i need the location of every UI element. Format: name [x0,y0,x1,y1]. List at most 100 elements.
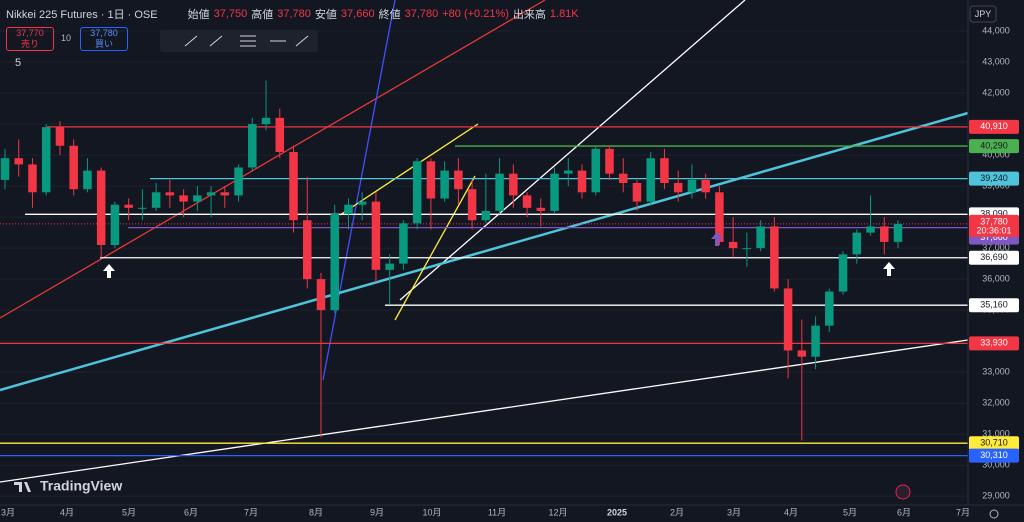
x-tick-label: 12月 [548,507,567,517]
x-tick-label: 6月 [184,507,198,517]
candle-body [193,195,202,202]
currency[interactable]: JPY [975,9,992,19]
candle-body [440,170,449,199]
candle-body [701,179,710,193]
candle-body [825,291,834,326]
arrows [103,232,895,278]
high-label: 高値 [251,9,274,21]
x-tick-label: 3月 [1,507,15,517]
settings-icon[interactable] [989,509,999,519]
y-tick-label: 37,000 [982,242,1010,252]
candle-body [880,226,889,242]
low-label: 安値 [314,9,337,21]
candle-body [715,192,724,242]
close-label: 終値 [378,9,401,21]
candle-body [577,170,587,193]
alert-icon[interactable] [895,484,911,500]
candle-body [302,220,312,280]
price-label: 38,090 [980,209,1008,219]
candle-body [289,151,298,221]
candle-body [646,158,655,202]
candle-body [344,204,353,215]
candle-body [96,170,106,246]
candle-body [28,164,37,193]
y-tick-label: 30,000 [982,460,1010,470]
price-label-box [969,139,1019,154]
y-tick-label: 31,000 [982,429,1010,439]
price-label-box [969,119,1019,134]
candle-body [866,226,875,233]
candle-body [797,350,807,357]
candle-body [550,173,559,211]
candle-body [454,170,463,190]
price-label: 30,310 [980,450,1008,460]
y-tick-label: 32,000 [982,398,1010,408]
candle-body [412,161,422,224]
qty: 10 [60,33,71,43]
price-label: 39,240 [980,173,1008,183]
axis-labels: 44,00043,00042,00041,00040,00039,00038,0… [1,25,1019,517]
candle-body [357,201,367,205]
x-tick-label: 11月 [488,507,506,517]
candle-body [838,254,848,292]
candle-body [316,279,326,311]
trend-line [0,0,546,319]
y-tick-label: 42,000 [982,87,1010,97]
candle-body [261,117,271,125]
candle-body [248,124,257,168]
candle-body [770,226,779,289]
candle-body [536,207,546,211]
indicator-count[interactable]: 5 [14,57,22,69]
levels [0,126,968,457]
candle-body [605,148,614,174]
candle-body [728,241,738,249]
candle-body [14,158,23,165]
x-tick-label: 5月 [122,507,136,517]
y-tick-label: 36,000 [982,274,1010,284]
volume-label: 出来高 [512,9,546,21]
y-tick-label: 33,000 [982,367,1010,377]
volume: 1.81K [549,8,579,20]
candle-body [495,173,504,211]
candle-body [69,145,78,190]
y-tick-label: 43,000 [982,56,1010,66]
price-label-box [969,250,1019,265]
trend-line [394,175,476,321]
x-tick-label: 3月 [727,507,741,517]
candle-body [811,325,820,357]
candle-body [234,167,243,196]
candle-body [591,148,601,193]
candle-body [893,223,903,242]
candle-body [399,223,408,264]
x-tick-label: 9月 [370,507,384,517]
toolbar-icons[interactable] [184,35,309,47]
trend-line [0,339,969,483]
candle-body [371,201,381,270]
sell-label: 売り [20,39,39,49]
change: +80 (+0.21%) [442,8,509,20]
candle-body [220,192,230,196]
price-label: 35,160 [980,300,1008,310]
price-label: 36,690 [980,252,1008,262]
price-label-box [969,448,1019,463]
candle-body [481,210,491,221]
price-label-box [969,214,1019,237]
candle-body [124,204,133,208]
candle-body [509,173,518,196]
currency-box[interactable] [969,5,997,23]
brand: TradingView [40,478,122,494]
x-tick-label: 2月 [670,507,684,517]
price-label: 37,660 [980,232,1008,242]
symbol[interactable]: Nikkei 225 Futures · 1日 · OSE [6,9,158,21]
sell-price: 37,770 [16,28,44,38]
open-label: 始値 [187,9,210,21]
drawings [0,0,969,483]
candle-body [165,192,175,196]
price-label-box [969,171,1019,186]
candle-body [426,161,436,199]
sell-button[interactable]: 37,770 売り [6,27,54,51]
buy-button[interactable]: 37,780 買い [80,27,128,51]
candle-body [275,117,285,152]
